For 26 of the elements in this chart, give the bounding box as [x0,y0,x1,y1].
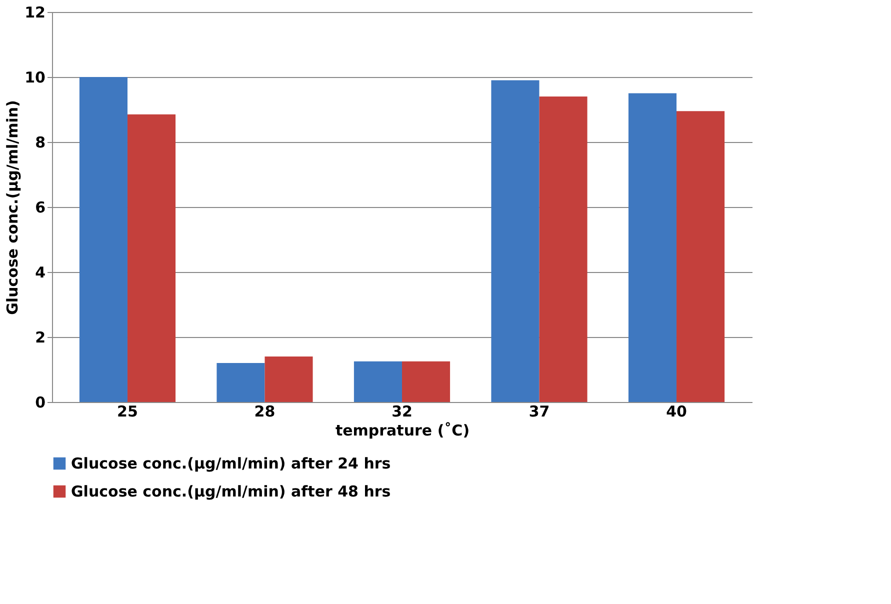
x-tick-label: 28 [254,402,276,420]
y-tick-label: 8 [35,134,46,152]
y-tick-label: 2 [35,328,46,346]
bar [628,93,677,402]
y-tick-label: 10 [24,68,46,86]
legend-label: Glucose conc.(µg/ml/min) after 48 hrs [71,482,391,500]
bar [676,111,725,402]
x-tick-label: 40 [666,402,687,420]
y-tick-label: 12 [24,4,46,22]
bar [354,361,402,402]
legend-label: Glucose conc.(µg/ml/min) after 24 hrs [71,454,391,472]
y-tick-label: 6 [35,198,46,216]
x-tick-label: 32 [392,402,412,420]
x-axis-title: temprature (˚C) [335,422,470,440]
y-axis-title: Glucose conc.(µg/ml/min) [4,100,22,315]
bar [216,363,265,402]
y-tick-label: 4 [35,264,46,282]
bar [127,114,176,402]
bar [491,80,540,402]
x-tick-label: 25 [117,402,138,420]
y-tick-label: 0 [35,394,46,412]
bar [402,361,450,402]
bar [539,96,588,402]
bar [264,356,313,402]
bar [79,77,128,402]
x-tick-label: 37 [528,402,550,420]
